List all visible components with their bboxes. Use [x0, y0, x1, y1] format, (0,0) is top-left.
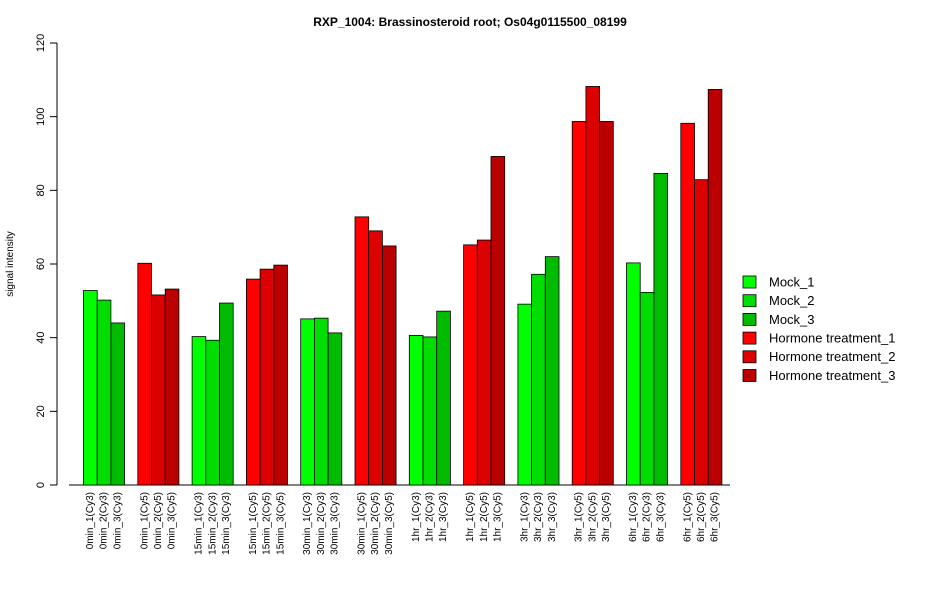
bar: [354, 216, 370, 486]
legend-label: Hormone treatment_3: [769, 368, 895, 383]
bar: [300, 318, 315, 486]
bar: [531, 273, 546, 486]
y-tick-label: 120: [35, 34, 47, 52]
x-tick-label: 6hr_3(Cy3): [655, 492, 666, 542]
legend: Mock_1 Mock_2 Mock_3 Hormone treatment_1 Hor…: [742, 274, 895, 383]
bar: [381, 245, 397, 486]
x-tick-label: 1hr_2(Cy3): [424, 492, 435, 542]
legend-label: Hormone treatment_1: [769, 331, 895, 346]
bar: [151, 294, 166, 486]
legend-label: Mock_1: [769, 274, 815, 289]
bar: [83, 290, 98, 486]
x-tick-label: 15min_1(Cy3): [194, 492, 205, 555]
x-tick-label: 0min_3(Cy3): [112, 492, 123, 549]
x-tick-label: 0min_2(Cy3): [99, 492, 110, 549]
x-tick-label: 1hr_1(Cy5): [465, 492, 476, 542]
x-tick-label: 6hr_1(Cy3): [628, 492, 639, 542]
bar: [680, 122, 695, 486]
bar: [368, 230, 383, 486]
bar: [653, 172, 669, 486]
bar: [707, 89, 723, 486]
chart-title: RXP_1004: Brassinosteroid root; Os04g011…: [313, 15, 627, 29]
legend-swatch: [742, 312, 757, 326]
bar: [517, 303, 533, 486]
bar: [639, 291, 655, 486]
bar: [436, 310, 451, 486]
x-tick-label: 30min_3(Cy5): [384, 492, 395, 555]
bar: [137, 262, 152, 486]
bar: [463, 244, 478, 486]
bar: [313, 317, 329, 486]
x-tick-label: 1hr_3(Cy3): [438, 492, 449, 542]
bar: [585, 86, 601, 486]
y-tick-label: 40: [35, 332, 47, 344]
bar: [626, 262, 641, 486]
x-tick-label: 3hr_3(Cy5): [601, 492, 612, 542]
x-tick-label: 3hr_1(Cy3): [519, 492, 530, 542]
bar: [571, 121, 587, 486]
x-tick-label: 3hr_2(Cy5): [587, 492, 598, 542]
y-axis: 0 20 40 60 80 100 120: [35, 34, 58, 488]
x-tick-label: 0min_3(Cy5): [167, 492, 178, 549]
bar: [490, 156, 506, 486]
legend-label: Hormone treatment_2: [769, 349, 895, 364]
bar: [273, 264, 288, 486]
x-tick-label: 6hr_1(Cy5): [682, 492, 693, 542]
y-tick-label: 80: [35, 184, 47, 196]
x-tick-label: 30min_1(Cy3): [302, 492, 313, 555]
x-tick-label: 3hr_2(Cy3): [533, 492, 544, 542]
x-tick-label: 6hr_2(Cy5): [696, 492, 707, 542]
y-tick-label: 20: [35, 405, 47, 417]
bar: [205, 339, 220, 486]
y-tick-label: 0: [35, 482, 47, 488]
x-tick-label: 3hr_1(Cy5): [574, 492, 585, 542]
x-tick-label: 15min_3(Cy3): [221, 492, 232, 555]
legend-label: Mock_2: [769, 293, 815, 308]
legend-swatch: [742, 294, 757, 308]
bar: [544, 256, 560, 486]
x-tick-label: 0min_1(Cy3): [85, 492, 96, 549]
x-tick-label: 30min_1(Cy5): [356, 492, 367, 555]
legend-swatch: [742, 331, 757, 345]
bar: [259, 268, 275, 486]
x-tick-label: 15min_3(Cy5): [275, 492, 286, 555]
x-tick-label: 30min_3(Cy3): [330, 492, 341, 555]
bar: [110, 322, 126, 486]
bar: [191, 336, 207, 486]
x-tick-label: 0min_1(Cy5): [139, 492, 150, 549]
bar: [408, 335, 424, 486]
bar: [96, 299, 112, 486]
bars: [83, 86, 723, 486]
y-tick-label: 100: [35, 107, 47, 125]
bar: [164, 288, 180, 486]
x-tick-label: 1hr_2(Cy5): [479, 492, 490, 542]
x-tick-label: 15min_1(Cy5): [248, 492, 259, 555]
x-tick-label: 1hr_1(Cy3): [411, 492, 422, 542]
legend-swatch: [742, 369, 757, 382]
x-tick-label: 15min_2(Cy3): [207, 492, 218, 555]
legend-label: Mock_3: [769, 312, 815, 327]
bar: [219, 302, 234, 486]
x-tick-label: 30min_2(Cy3): [316, 492, 327, 555]
bar: [422, 336, 438, 486]
bar: [245, 278, 261, 486]
legend-swatch: [742, 350, 757, 364]
x-tick-label: 6hr_2(Cy3): [642, 492, 653, 542]
bar: [599, 121, 614, 486]
x-tick-label: 6hr_3(Cy5): [710, 492, 721, 542]
bar: [694, 179, 709, 486]
x-tick-labels: 0min_1(Cy3) 0min_2(Cy3) 0min_3(Cy3) 0min_1(…: [85, 492, 721, 555]
bar: [476, 239, 492, 486]
x-tick-label: 0min_2(Cy5): [153, 492, 164, 549]
bar: [327, 332, 343, 486]
y-tick-label: 60: [35, 258, 47, 270]
x-tick-label: 3hr_3(Cy3): [547, 492, 558, 542]
x-tick-label: 1hr_3(Cy5): [492, 492, 503, 542]
x-tick-label: 15min_2(Cy5): [262, 492, 273, 555]
legend-swatch: [742, 275, 757, 289]
x-tick-label: 30min_2(Cy5): [370, 492, 381, 555]
y-axis-label: signal intensity: [5, 231, 16, 297]
